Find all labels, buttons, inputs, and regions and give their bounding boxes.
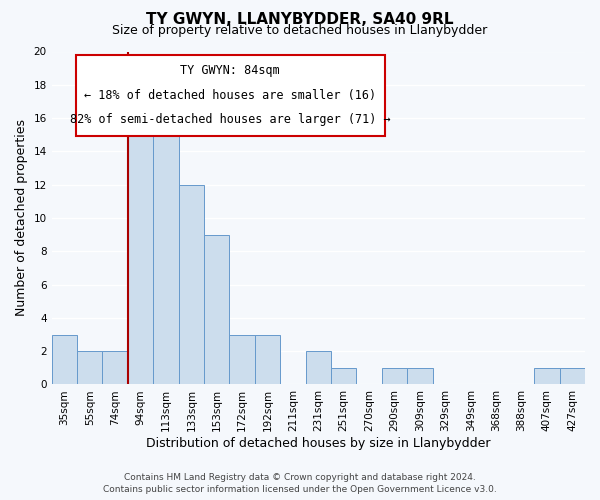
Bar <box>52 334 77 384</box>
Text: TY GWYN, LLANYBYDDER, SA40 9RL: TY GWYN, LLANYBYDDER, SA40 9RL <box>146 12 454 28</box>
Bar <box>534 368 560 384</box>
Text: 82% of semi-detached houses are larger (71) →: 82% of semi-detached houses are larger (… <box>70 112 391 126</box>
Bar <box>179 184 204 384</box>
Bar <box>153 102 179 385</box>
Bar <box>255 334 280 384</box>
Bar <box>229 334 255 384</box>
Text: Size of property relative to detached houses in Llanybydder: Size of property relative to detached ho… <box>112 24 488 37</box>
Text: TY GWYN: 84sqm: TY GWYN: 84sqm <box>181 64 280 77</box>
FancyBboxPatch shape <box>76 55 385 136</box>
Bar <box>407 368 433 384</box>
Bar <box>204 234 229 384</box>
Bar <box>560 368 585 384</box>
Text: Contains HM Land Registry data © Crown copyright and database right 2024.
Contai: Contains HM Land Registry data © Crown c… <box>103 472 497 494</box>
Bar <box>128 118 153 384</box>
Bar <box>305 351 331 384</box>
Bar <box>331 368 356 384</box>
Bar <box>103 351 128 384</box>
Bar <box>77 351 103 384</box>
X-axis label: Distribution of detached houses by size in Llanybydder: Distribution of detached houses by size … <box>146 437 491 450</box>
Bar <box>382 368 407 384</box>
Text: ← 18% of detached houses are smaller (16): ← 18% of detached houses are smaller (16… <box>84 89 376 102</box>
Y-axis label: Number of detached properties: Number of detached properties <box>15 120 28 316</box>
